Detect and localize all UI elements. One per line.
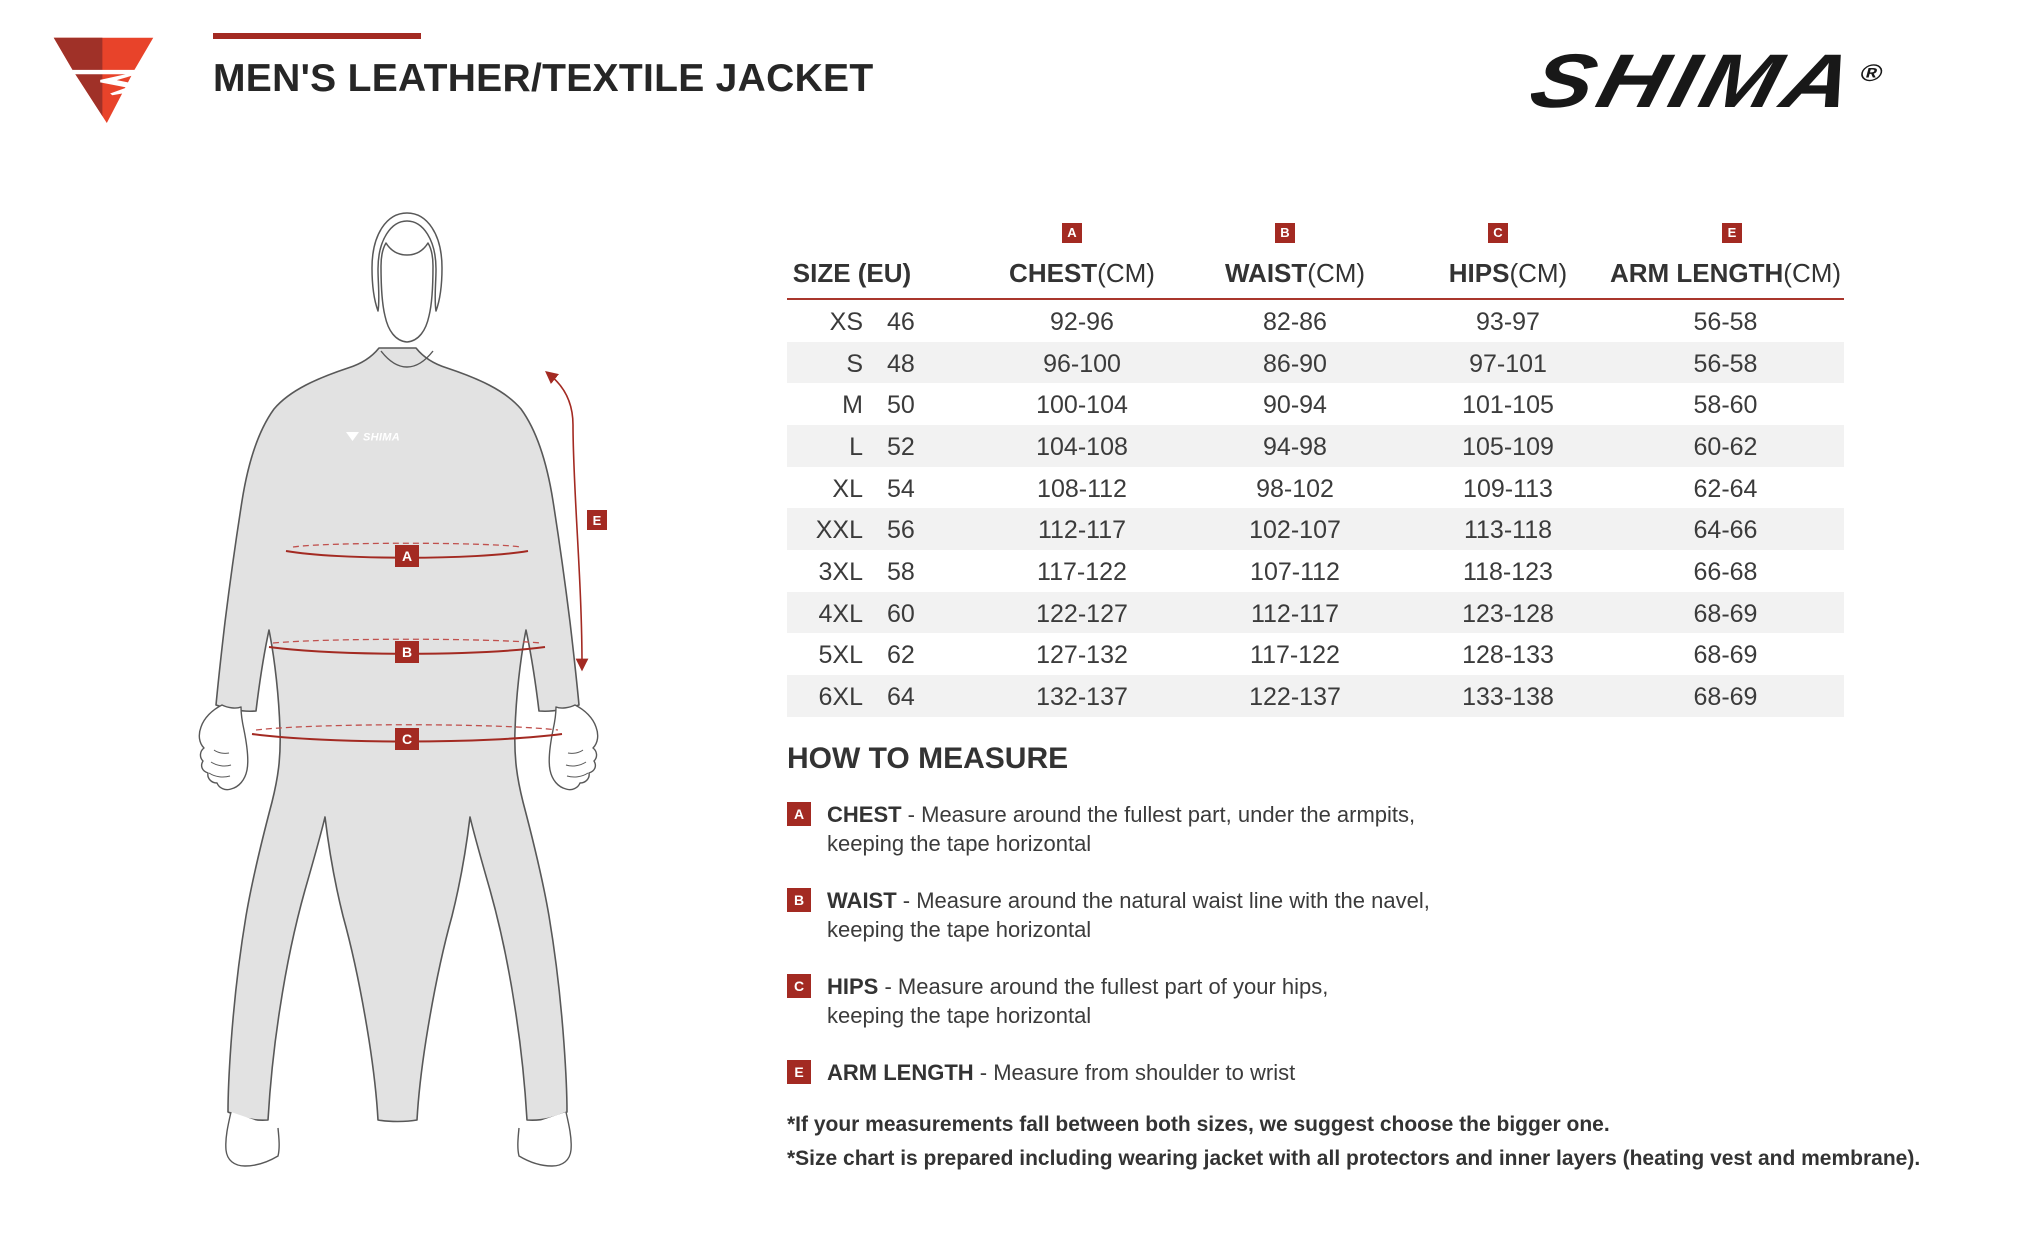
svg-text:E: E [593,513,602,528]
svg-text:B: B [402,644,412,660]
svg-text:C: C [402,731,412,747]
svg-text:SHIMA: SHIMA [363,432,400,444]
svg-text:A: A [402,548,412,564]
